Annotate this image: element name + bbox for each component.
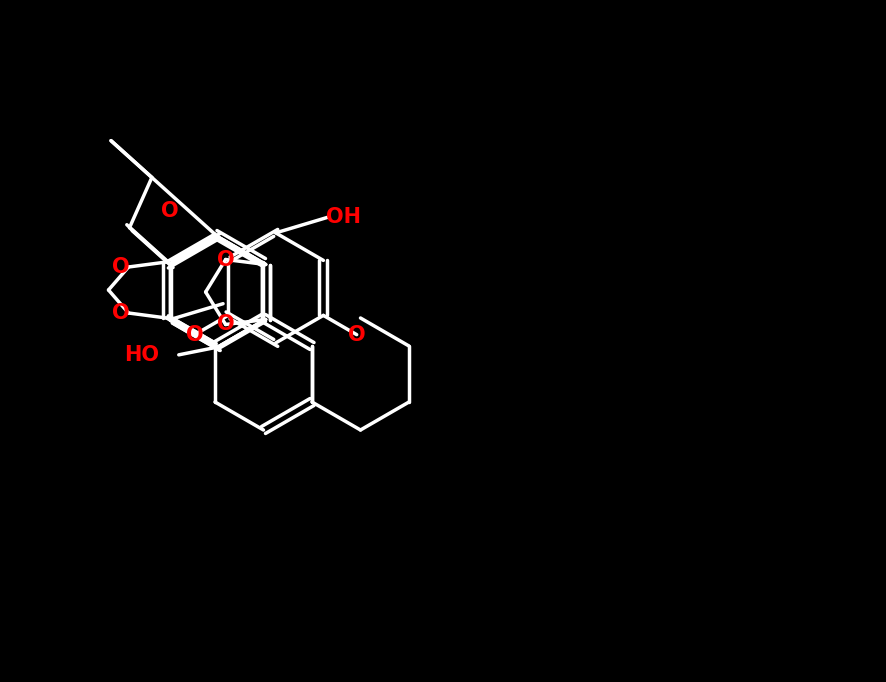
Text: O: O (217, 314, 235, 334)
Text: O: O (112, 303, 129, 323)
Text: OH: OH (326, 207, 361, 227)
Text: O: O (217, 250, 235, 269)
Text: O: O (112, 257, 129, 277)
Text: O: O (186, 325, 204, 344)
Text: O: O (348, 325, 366, 344)
Text: HO: HO (124, 345, 159, 365)
Text: O: O (161, 201, 179, 221)
